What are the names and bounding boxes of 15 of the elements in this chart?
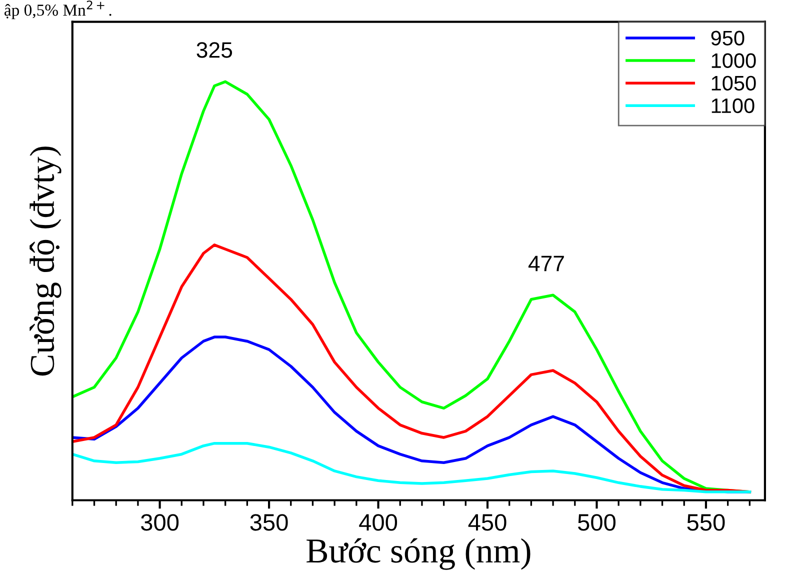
x-tick-label: 350 [250, 514, 288, 531]
legend-label: 950 [711, 30, 744, 46]
x-tick-label: 450 [468, 514, 506, 531]
x-tick-label: 400 [359, 514, 398, 531]
legend-label: 1050 [712, 76, 756, 91]
x-axis-title: Bước sóng (nm) [306, 538, 530, 570]
legend-label: 1100 [712, 98, 754, 114]
legend-label: 1000 [712, 53, 756, 68]
x-tick-label: 500 [578, 514, 616, 531]
annotation: 325 [196, 42, 232, 58]
x-tick-label: 550 [687, 514, 725, 531]
text: ập 0,5% Mn$^{2+}$. [4, 0, 112, 20]
annotation: 477 [528, 256, 564, 272]
x-tick-label: 300 [141, 514, 179, 531]
y-axis-title: Cường độ (đvty) [30, 146, 62, 376]
